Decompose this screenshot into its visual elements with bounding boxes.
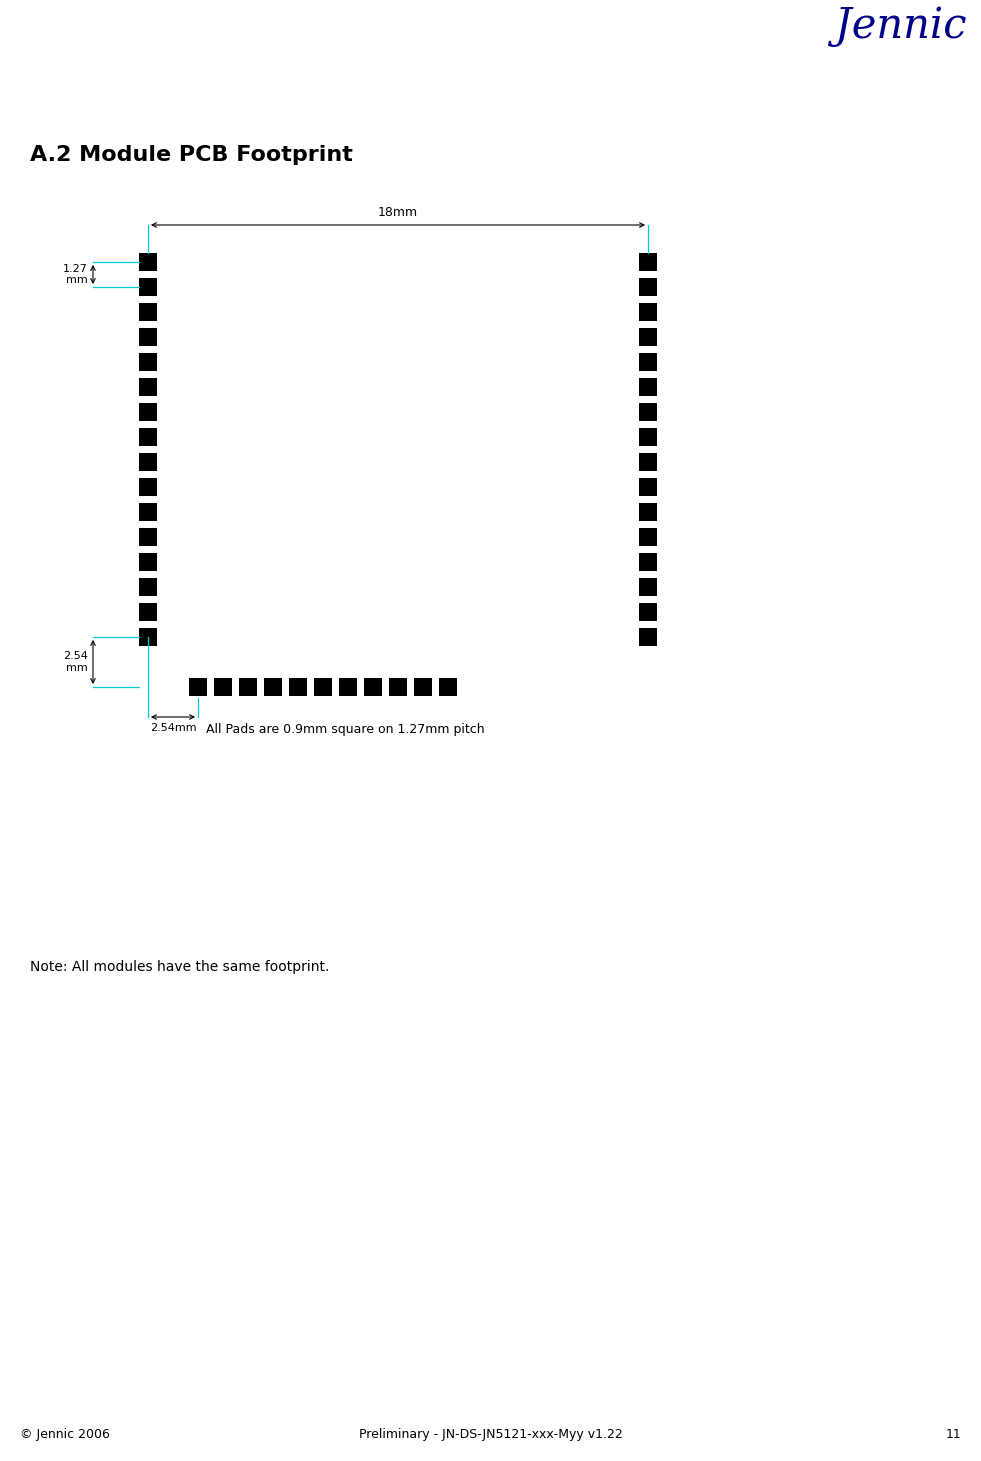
Text: Note: All modules have the same footprint.: Note: All modules have the same footprin… xyxy=(30,960,330,974)
Bar xyxy=(314,678,332,695)
Text: Preliminary - JN-DS-JN5121-xxx-Myy v1.22: Preliminary - JN-DS-JN5121-xxx-Myy v1.22 xyxy=(359,1427,622,1441)
Bar xyxy=(139,403,157,421)
Text: 1.27
mm: 1.27 mm xyxy=(63,263,88,285)
Bar xyxy=(439,678,457,695)
Bar xyxy=(139,628,157,646)
Text: © Jennic 2006: © Jennic 2006 xyxy=(20,1427,110,1441)
Bar xyxy=(264,678,282,695)
Bar xyxy=(639,428,657,446)
Bar xyxy=(364,678,382,695)
Bar xyxy=(139,527,157,546)
Bar xyxy=(239,678,257,695)
Bar xyxy=(639,554,657,571)
Bar xyxy=(139,302,157,321)
Bar xyxy=(639,378,657,396)
Bar xyxy=(189,678,207,695)
Bar xyxy=(639,603,657,621)
Bar xyxy=(289,678,307,695)
Text: 2.54
mm: 2.54 mm xyxy=(63,652,88,674)
Bar xyxy=(639,453,657,470)
Bar xyxy=(639,478,657,495)
Bar xyxy=(139,329,157,346)
Bar xyxy=(139,603,157,621)
Bar xyxy=(639,302,657,321)
Bar xyxy=(139,428,157,446)
Bar xyxy=(639,253,657,270)
Bar xyxy=(139,579,157,596)
Bar xyxy=(639,354,657,371)
Bar xyxy=(414,678,432,695)
Text: 2.54mm: 2.54mm xyxy=(150,723,196,733)
Bar xyxy=(139,354,157,371)
Bar xyxy=(639,329,657,346)
Bar xyxy=(139,278,157,297)
Text: Jennic: Jennic xyxy=(835,6,966,47)
Bar xyxy=(389,678,407,695)
Bar xyxy=(639,278,657,297)
Bar xyxy=(139,378,157,396)
Bar xyxy=(139,503,157,522)
Text: All Pads are 0.9mm square on 1.27mm pitch: All Pads are 0.9mm square on 1.27mm pitc… xyxy=(206,723,485,736)
Bar xyxy=(639,579,657,596)
Bar xyxy=(139,554,157,571)
Bar xyxy=(639,527,657,546)
Text: A.2 Module PCB Footprint: A.2 Module PCB Footprint xyxy=(30,145,353,165)
Bar xyxy=(214,678,232,695)
Text: 18mm: 18mm xyxy=(378,206,418,219)
Bar xyxy=(139,453,157,470)
Bar xyxy=(139,478,157,495)
Text: 11: 11 xyxy=(946,1427,961,1441)
Bar xyxy=(639,403,657,421)
Bar xyxy=(639,503,657,522)
Bar xyxy=(339,678,357,695)
Bar xyxy=(639,628,657,646)
Bar xyxy=(139,253,157,270)
